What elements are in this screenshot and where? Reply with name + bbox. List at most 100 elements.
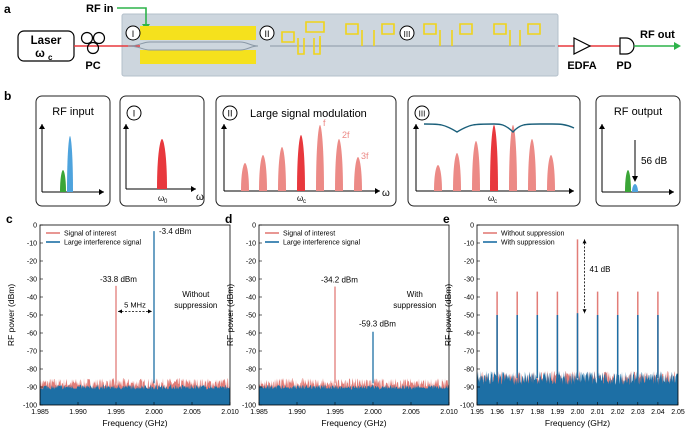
noise-floor-1	[259, 384, 449, 405]
stage-2-line-4	[316, 125, 324, 191]
box-rf-output-y-arrow	[599, 124, 605, 129]
y-tick-label: 0	[470, 223, 474, 230]
y-tick-label: -50	[27, 313, 37, 320]
stage-3-line-6	[547, 155, 555, 191]
y-tick-label: 0	[252, 223, 256, 230]
annotation-spacing: 5 MHz	[124, 300, 146, 309]
y-tick-label: -80	[246, 367, 256, 374]
stage-3-line-2	[472, 141, 480, 191]
y-tick-label: -50	[464, 313, 474, 320]
box-stage-1-marker-label: I	[133, 109, 136, 119]
harmonic-2f: 2f	[342, 130, 350, 140]
pd-label: PD	[616, 60, 631, 72]
box-stage-2-x-arrow	[375, 188, 380, 194]
stage-marker-3: III	[399, 25, 415, 41]
y-axis-label: RF power (dBm)	[6, 284, 16, 347]
x-tick-label: 1.995	[326, 409, 344, 416]
edfa-icon	[573, 37, 592, 55]
panel-label-e: e	[443, 212, 450, 226]
stage-2-line-3	[297, 135, 305, 191]
x-tick-label: 2.010	[440, 409, 458, 416]
y-tick-label: -40	[464, 295, 474, 302]
box-stage-2-marker-circle	[222, 105, 238, 121]
x-tick-label: 2.000	[364, 409, 382, 416]
box-rf-input-y-arrow	[39, 124, 45, 129]
x-tick-label: 1.98	[530, 409, 544, 416]
plot-frame	[39, 224, 231, 406]
y-axis-label: RF power (dBm)	[443, 284, 453, 347]
y-tick-label: 0	[33, 223, 37, 230]
svg-text:III: III	[404, 30, 411, 39]
legend-entry-1: Large interference signal	[64, 240, 141, 247]
stage-marker-2: II	[259, 25, 275, 41]
panel-label-c: c	[6, 212, 13, 226]
y-tick-label: -90	[246, 385, 256, 392]
x-tick-label: 2.05	[671, 409, 685, 416]
y-tick-label: -20	[27, 259, 37, 266]
stage-2-line-6	[354, 157, 362, 191]
x-tick-label: 1.995	[107, 409, 125, 416]
x-tick-label: 1.96	[490, 409, 504, 416]
annotation-interferer-level: -3.4 dBm	[159, 227, 192, 236]
box-stage-1-tick: ω	[158, 194, 164, 203]
x-tick-label: 2.010	[221, 409, 239, 416]
box-stage-3-x-arrow	[569, 188, 574, 194]
filter-response	[423, 123, 575, 134]
box-stage-2-axis-label: ω	[382, 188, 390, 199]
rf-output-signal	[625, 170, 631, 192]
stage-3-line-3	[490, 125, 498, 191]
x-tick-label: 2.01	[591, 409, 605, 416]
y-tick-label: -100	[460, 403, 474, 410]
panel-label-b: b	[4, 89, 11, 103]
laser-label: Laser	[31, 35, 62, 47]
annotation-mode-1: With	[407, 290, 423, 299]
rf-in-label: RF in	[86, 3, 114, 15]
y-axis-label: RF power (dBm)	[225, 284, 235, 347]
y-tick-label: -20	[464, 259, 474, 266]
x-tick-label: 1.990	[69, 409, 87, 416]
svg-text:I: I	[132, 29, 135, 39]
panel-b: RF input Iωω 0II Large signal modulationf2f…	[35, 95, 681, 207]
y-tick-label: -30	[246, 277, 256, 284]
annotation-signal-level: -34.2 dBm	[321, 276, 358, 285]
polarization-controller-icon	[80, 31, 106, 55]
legend-entry-1: With suppression	[501, 240, 555, 247]
box-stage-3-tick: ω	[488, 194, 494, 203]
box-stage-2-title: Large signal modulation	[250, 108, 367, 120]
box-rf-output-title: RF output	[614, 106, 662, 118]
legend-entry-0: Signal of interest	[64, 231, 116, 238]
y-tick-label: -60	[27, 331, 37, 338]
y-tick-label: -80	[27, 367, 37, 374]
electrode-bottom	[140, 50, 256, 64]
stage-3-line-0	[434, 165, 442, 191]
panel-label-a: a	[4, 2, 11, 16]
box-stage-3-tick-index: c	[494, 199, 497, 205]
x-tick-label: 2.005	[183, 409, 201, 416]
x-axis-label: Frequency (GHz)	[321, 418, 386, 428]
box-stage-2-tick-index: c	[303, 199, 306, 205]
y-tick-label: -10	[27, 241, 37, 248]
box-rf-input	[35, 95, 111, 207]
box-stage-2-marker-label: II	[227, 109, 232, 119]
box-stage-1-x-arrow	[191, 186, 196, 192]
y-tick-label: -20	[246, 259, 256, 266]
x-tick-label: 1.985	[250, 409, 268, 416]
y-tick-label: -100	[23, 403, 37, 410]
box-stage-3-marker-circle	[414, 105, 430, 121]
y-tick-label: -30	[27, 277, 37, 284]
y-tick-label: -70	[464, 349, 474, 356]
box-stage-2-y-arrow	[221, 124, 227, 129]
harmonic-f: f	[323, 118, 326, 128]
box-rf-input-x-arrow	[99, 189, 104, 195]
box-stage-1-tick-index: 0	[164, 199, 168, 205]
rf-output-interferer	[632, 184, 638, 192]
x-tick-label: 1.985	[31, 409, 49, 416]
panel-label-d: d	[225, 212, 232, 226]
x-tick-label: 1.99	[551, 409, 565, 416]
annotation-mode-2: suppression	[174, 301, 217, 310]
stage-2-line-1	[259, 155, 267, 191]
stage-1-carrier	[157, 139, 167, 189]
annotation-mode-1: Without	[182, 290, 210, 299]
y-tick-label: -60	[464, 331, 474, 338]
